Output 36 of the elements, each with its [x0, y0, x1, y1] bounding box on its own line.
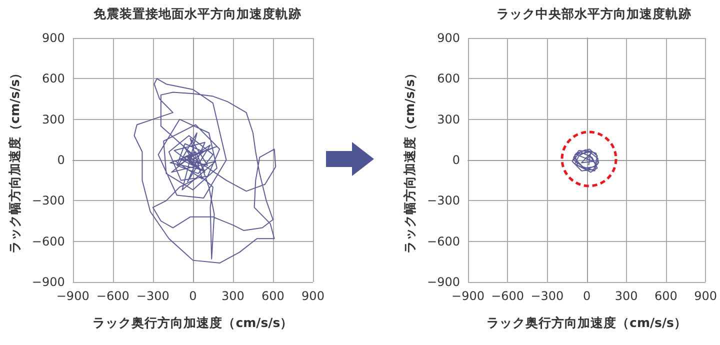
x-tick-label: −300	[136, 289, 170, 303]
y-tick-label: −600	[32, 234, 65, 248]
x-tick-label: −900	[452, 289, 484, 303]
y-tick-label: 600	[42, 72, 65, 86]
y-tick-label: −900	[427, 275, 460, 289]
y-tick-label: −300	[32, 194, 65, 208]
x-tick-label: 300	[222, 289, 244, 303]
x-tick-label: −600	[96, 289, 130, 303]
y-tick-label: 0	[57, 153, 65, 167]
y-tick-label: −300	[427, 194, 460, 208]
x-axis-title: ラック奥行方向加速度（cm/s/s）	[486, 315, 687, 330]
y-axis-title: ラック幅方向加速度（cm/s/s）	[7, 66, 22, 254]
y-tick-label: 300	[42, 112, 65, 126]
x-axis-title: ラック奥行方向加速度（cm/s/s）	[92, 315, 294, 330]
y-tick-label: −900	[32, 275, 65, 289]
y-tick-label: 900	[437, 31, 460, 45]
y-tick-label: −600	[427, 234, 460, 248]
x-tick-label: −600	[491, 289, 524, 303]
y-tick-label: 0	[452, 153, 460, 167]
y-tick-label: 600	[437, 72, 460, 86]
y-tick-label: 300	[437, 112, 460, 126]
chart-title: ラック中央部水平方向加速度軌跡	[496, 6, 692, 21]
y-tick-label: 900	[42, 31, 65, 45]
line-series	[572, 148, 600, 173]
x-tick-label: 900	[694, 289, 717, 303]
x-tick-label: 300	[614, 289, 638, 303]
x-tick-label: 600	[654, 289, 678, 303]
x-tick-label: 0	[189, 289, 197, 303]
chart-title: 免震装置接地面水平方向加速度軌跡	[92, 6, 302, 21]
x-tick-label: 900	[302, 289, 324, 303]
x-tick-label: −900	[56, 289, 90, 303]
line-series	[134, 78, 276, 264]
y-axis-title: ラック幅方向加速度（cm/s/s）	[402, 66, 418, 254]
x-tick-label: −300	[530, 289, 564, 303]
x-tick-label: 600	[262, 289, 284, 303]
x-tick-label: 0	[582, 289, 591, 303]
